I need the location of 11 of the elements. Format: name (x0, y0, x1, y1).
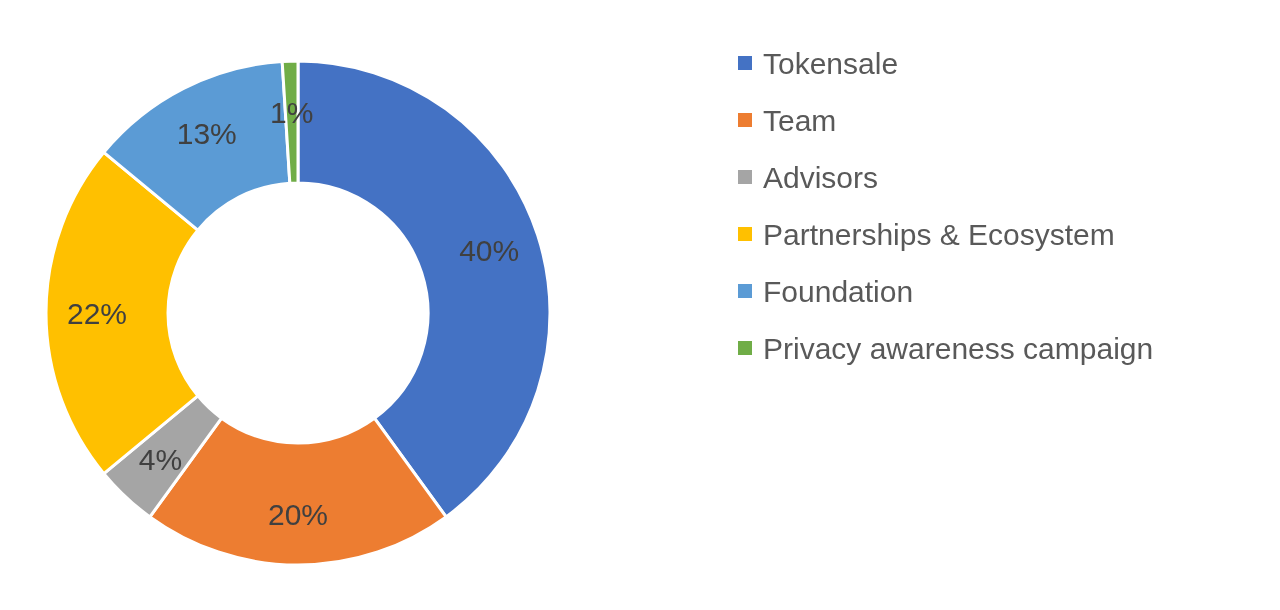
legend-label: Tokensale (763, 46, 899, 80)
legend-label: Foundation (763, 274, 914, 308)
legend-label: Privacy awareness campaign (763, 331, 1154, 365)
data-label: 22% (66, 296, 128, 330)
data-label: 20% (267, 497, 329, 531)
legend-label: Advisors (763, 160, 879, 194)
legend-label: Team (763, 103, 837, 137)
data-label: 13% (176, 117, 237, 151)
data-label: 40% (459, 234, 520, 268)
legend-label: Partnerships & Ecosystem (763, 217, 1115, 251)
data-label: 4% (138, 443, 183, 477)
